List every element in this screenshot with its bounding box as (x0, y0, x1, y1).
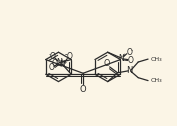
Text: O: O (66, 52, 72, 61)
Text: O: O (80, 85, 86, 94)
Text: O: O (126, 48, 132, 57)
Text: CH₃: CH₃ (151, 57, 163, 62)
Text: -: - (131, 48, 133, 53)
Text: O: O (104, 59, 110, 68)
Text: N: N (57, 58, 62, 67)
Text: CH₃: CH₃ (151, 78, 163, 83)
Text: -: - (48, 52, 51, 57)
Text: O: O (50, 52, 56, 61)
Text: -: - (65, 50, 68, 59)
Text: +: + (122, 53, 126, 58)
Text: N: N (119, 54, 124, 63)
Text: N: N (126, 66, 133, 75)
Text: +: + (60, 58, 64, 63)
Text: +: + (63, 59, 67, 65)
Text: O: O (49, 63, 55, 72)
Text: N: N (59, 60, 65, 69)
Text: O: O (127, 56, 133, 65)
Text: O: O (52, 59, 58, 68)
